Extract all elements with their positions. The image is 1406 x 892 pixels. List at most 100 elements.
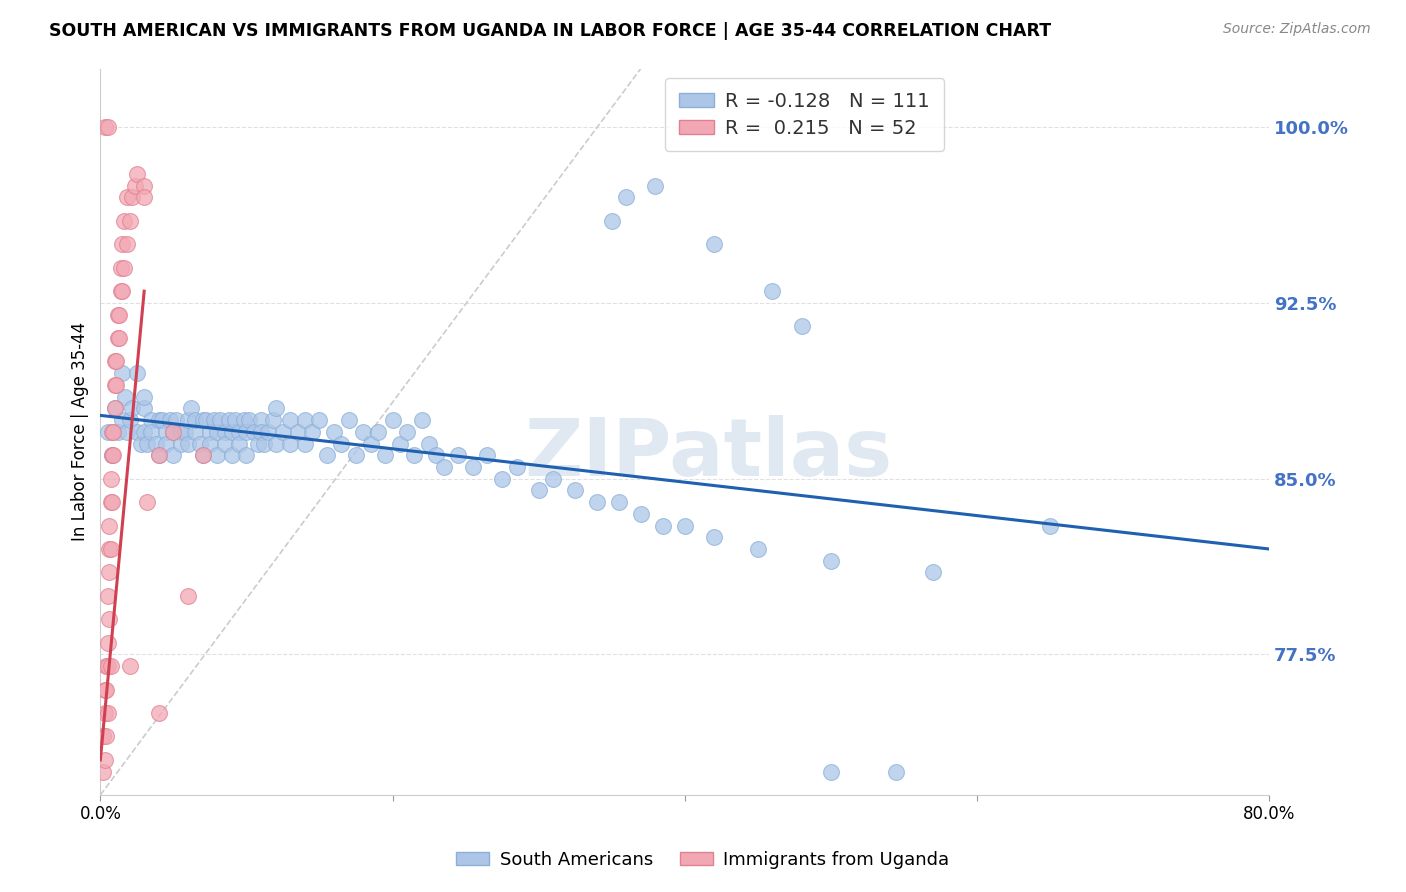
Point: [238, 413, 260, 427]
Point: [115, 425, 138, 439]
Point: [97, 636, 120, 650]
Point: [257, 425, 280, 439]
Point: [235, 425, 257, 439]
Point: [630, 507, 652, 521]
Point: [104, 354, 127, 368]
Point: [98, 566, 121, 580]
Point: [433, 459, 456, 474]
Point: [228, 436, 250, 450]
Point: [93, 120, 115, 135]
Point: [111, 413, 134, 427]
Point: [191, 448, 214, 462]
Point: [209, 413, 232, 427]
Y-axis label: In Labor Force | Age 35-44: In Labor Force | Age 35-44: [72, 322, 89, 541]
Point: [294, 436, 316, 450]
Point: [104, 401, 127, 416]
Point: [278, 436, 301, 450]
Point: [97, 120, 120, 135]
Point: [447, 448, 470, 462]
Point: [103, 448, 125, 462]
Point: [703, 237, 725, 252]
Point: [425, 448, 447, 462]
Point: [194, 413, 217, 427]
Point: [1039, 518, 1062, 533]
Point: [104, 401, 127, 416]
Point: [129, 436, 152, 450]
Point: [134, 178, 156, 193]
Point: [323, 425, 346, 439]
Text: ZIPatlas: ZIPatlas: [524, 415, 893, 492]
Point: [101, 448, 124, 462]
Point: [232, 413, 254, 427]
Point: [541, 472, 564, 486]
Point: [101, 495, 124, 509]
Point: [253, 436, 276, 450]
Point: [242, 425, 264, 439]
Point: [250, 425, 273, 439]
Point: [396, 425, 419, 439]
Point: [922, 566, 945, 580]
Point: [461, 459, 484, 474]
Point: [262, 413, 284, 427]
Point: [607, 495, 630, 509]
Point: [278, 413, 301, 427]
Point: [224, 413, 246, 427]
Point: [111, 366, 134, 380]
Point: [103, 425, 125, 439]
Point: [264, 436, 287, 450]
Point: [294, 413, 316, 427]
Point: [886, 764, 908, 779]
Point: [112, 214, 135, 228]
Point: [91, 730, 114, 744]
Point: [93, 753, 115, 767]
Point: [184, 413, 207, 427]
Point: [105, 354, 128, 368]
Point: [337, 413, 360, 427]
Point: [104, 378, 127, 392]
Point: [108, 308, 131, 322]
Point: [180, 401, 202, 416]
Point: [114, 390, 136, 404]
Point: [221, 425, 243, 439]
Point: [107, 308, 129, 322]
Point: [98, 518, 121, 533]
Point: [108, 331, 131, 345]
Point: [308, 413, 330, 427]
Point: [330, 436, 353, 450]
Point: [110, 284, 132, 298]
Point: [91, 764, 114, 779]
Point: [388, 436, 411, 450]
Point: [287, 425, 309, 439]
Point: [148, 413, 170, 427]
Point: [155, 425, 177, 439]
Point: [411, 413, 433, 427]
Legend: South Americans, Immigrants from Uganda: South Americans, Immigrants from Uganda: [449, 844, 957, 876]
Point: [121, 401, 143, 416]
Point: [214, 436, 236, 450]
Point: [150, 413, 173, 427]
Point: [110, 260, 132, 275]
Point: [184, 425, 207, 439]
Point: [134, 425, 156, 439]
Point: [96, 682, 118, 697]
Point: [301, 425, 323, 439]
Point: [198, 425, 221, 439]
Point: [100, 495, 122, 509]
Point: [188, 436, 211, 450]
Point: [235, 448, 257, 462]
Point: [527, 483, 550, 498]
Text: Source: ZipAtlas.com: Source: ZipAtlas.com: [1223, 22, 1371, 37]
Point: [202, 413, 225, 427]
Point: [112, 260, 135, 275]
Point: [141, 413, 163, 427]
Point: [93, 682, 115, 697]
Point: [107, 331, 129, 345]
Point: [174, 425, 197, 439]
Point: [352, 425, 374, 439]
Point: [100, 541, 122, 556]
Point: [134, 401, 156, 416]
Point: [644, 178, 666, 193]
Text: SOUTH AMERICAN VS IMMIGRANTS FROM UGANDA IN LABOR FORCE | AGE 35-44 CORRELATION : SOUTH AMERICAN VS IMMIGRANTS FROM UGANDA…: [49, 22, 1052, 40]
Point: [703, 530, 725, 544]
Point: [97, 589, 120, 603]
